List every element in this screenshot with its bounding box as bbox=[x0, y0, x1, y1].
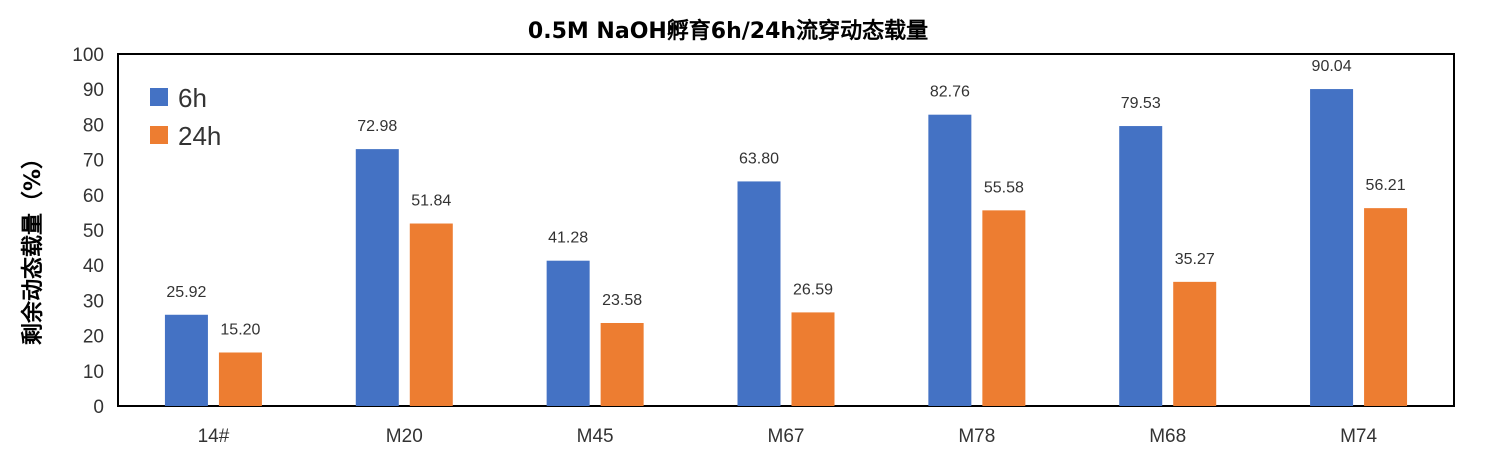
x-category-label: M45 bbox=[577, 426, 614, 447]
bar-24h bbox=[1364, 208, 1408, 406]
bars bbox=[164, 89, 1408, 407]
y-tick-label: 20 bbox=[83, 327, 104, 348]
bar-24h bbox=[1173, 281, 1217, 406]
y-tick-label: 0 bbox=[93, 397, 104, 418]
data-label: 35.27 bbox=[1175, 251, 1215, 268]
bar-24h bbox=[218, 352, 262, 406]
data-label: 25.92 bbox=[166, 284, 206, 301]
bar-6h bbox=[164, 314, 208, 406]
chart-title: 0.5M NaOH孵育6h/24h流穿动态载量 bbox=[528, 18, 928, 44]
bar-6h bbox=[546, 260, 590, 406]
data-label: 15.20 bbox=[220, 321, 260, 338]
bar-6h bbox=[1310, 89, 1354, 406]
bar-6h bbox=[355, 149, 399, 406]
data-label: 90.04 bbox=[1312, 58, 1352, 75]
data-label: 63.80 bbox=[739, 150, 779, 167]
x-category-label: M20 bbox=[386, 426, 423, 447]
y-tick-label: 10 bbox=[83, 362, 104, 383]
x-category-label: M67 bbox=[768, 426, 805, 447]
bar-24h bbox=[409, 223, 453, 406]
y-tick-label: 70 bbox=[83, 151, 104, 172]
data-labels: 25.92 15.20 72.98 51.84 41.28 23.58 63.80 26.59… bbox=[166, 58, 1405, 338]
y-tick-label: 100 bbox=[72, 45, 104, 66]
x-category-label: M68 bbox=[1149, 426, 1186, 447]
x-axis-categories: 14# M20 M45 M67 M78 M68 M74 bbox=[198, 426, 1378, 447]
bar-6h bbox=[1119, 126, 1163, 407]
data-label: 79.53 bbox=[1121, 95, 1161, 112]
y-tick-label: 80 bbox=[83, 115, 104, 136]
data-label: 26.59 bbox=[793, 281, 833, 298]
legend-swatch-24h bbox=[150, 126, 168, 144]
y-axis-ticks: 0 10 20 30 40 50 60 70 80 90 100 bbox=[72, 45, 104, 418]
bar-24h bbox=[791, 312, 835, 406]
plot-area bbox=[117, 53, 1455, 407]
bar-24h bbox=[982, 210, 1026, 406]
y-tick-label: 30 bbox=[83, 291, 104, 312]
bar-24h bbox=[600, 322, 644, 406]
legend-label-6h: 6h bbox=[178, 83, 207, 113]
legend-swatch-6h bbox=[150, 88, 168, 106]
data-label: 23.58 bbox=[602, 292, 642, 309]
y-tick-label: 90 bbox=[83, 80, 104, 101]
y-tick-label: 50 bbox=[83, 221, 104, 242]
data-label: 56.21 bbox=[1366, 177, 1406, 194]
data-label: 82.76 bbox=[930, 84, 970, 101]
bar-6h bbox=[928, 114, 972, 406]
x-category-label: 14# bbox=[198, 426, 230, 447]
y-tick-label: 60 bbox=[83, 186, 104, 207]
data-label: 51.84 bbox=[411, 193, 451, 210]
bar-6h bbox=[737, 181, 781, 406]
y-axis-title: 剩余动态载量（%） bbox=[20, 147, 46, 345]
y-tick-label: 40 bbox=[83, 256, 104, 277]
data-label: 55.58 bbox=[984, 179, 1024, 196]
data-label: 41.28 bbox=[548, 230, 588, 247]
data-label: 72.98 bbox=[357, 118, 397, 135]
x-category-label: M78 bbox=[958, 426, 995, 447]
x-category-label: M74 bbox=[1340, 426, 1377, 447]
legend-label-24h: 24h bbox=[178, 121, 221, 151]
